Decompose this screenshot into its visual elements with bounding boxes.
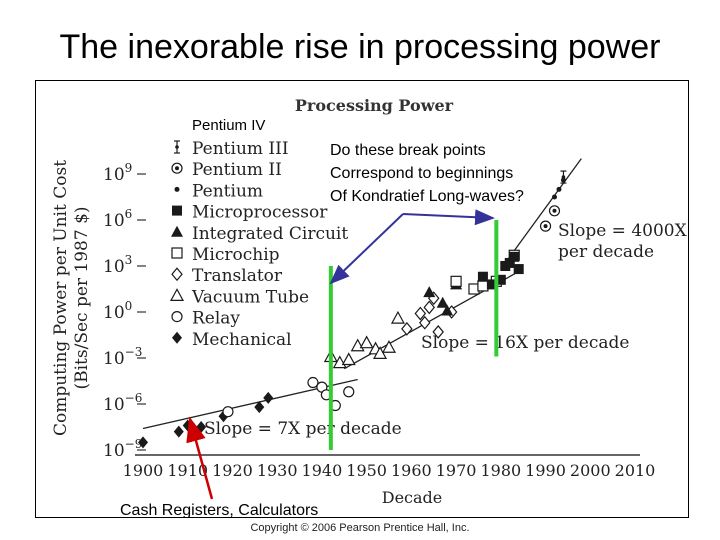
legend-label-5: Microchip xyxy=(192,245,280,265)
point-relay-0 xyxy=(222,406,234,418)
legend-marker-4 xyxy=(171,225,183,237)
point-pentium-ii-1 xyxy=(548,205,561,217)
point-translator-0 xyxy=(401,321,413,336)
legend-label-3: Microprocessor xyxy=(192,203,328,223)
y-tick-label-6: 10−9 xyxy=(103,437,142,461)
copyright-caption: Copyright © 2006 Pearson Prentice Hall, … xyxy=(250,522,470,534)
legend-marker-1 xyxy=(171,162,183,174)
y-axis-label-line-2: (Bits/Sec per 1987 $) xyxy=(72,206,92,389)
slide-title: The inexorable rise in processing power xyxy=(59,28,661,66)
point-translator-3 xyxy=(423,300,436,315)
point-vacuum-tube-4 xyxy=(359,335,374,349)
x-tick-label-1970: 1970 xyxy=(436,461,477,480)
point-relay-1 xyxy=(307,376,319,389)
point-relay-5 xyxy=(343,386,355,398)
point-integrated-circuit-1 xyxy=(436,296,449,308)
x-tick-label-1930: 1930 xyxy=(257,461,298,480)
legend-label-8: Relay xyxy=(192,309,240,329)
y-tick-label-2: 103 xyxy=(103,253,132,277)
y-axis-label-line-1: Computing Power per Unit Cost xyxy=(51,160,71,436)
point-vacuum-tube-2 xyxy=(341,352,356,366)
y-axis-label: Computing Power per Unit Cost (Bits/Sec … xyxy=(51,160,92,436)
legend-marker-9 xyxy=(172,331,182,344)
trend-label-4000x-line-1: Slope = 4000X xyxy=(558,221,688,241)
blue-arrow-right xyxy=(402,209,495,226)
point-integrated-circuit-2 xyxy=(441,304,454,316)
chart-title: Processing Power xyxy=(295,96,454,115)
point-microprocessor-0 xyxy=(477,271,488,282)
point-microchip-2 xyxy=(477,280,489,292)
break-point-question-line-3: Of Kondratief Long-waves? xyxy=(330,188,524,205)
point-integrated-circuit-0 xyxy=(423,286,436,298)
legend-label-0: Pentium III xyxy=(192,139,289,159)
x-axis-label: Decade xyxy=(382,488,443,507)
legend-marker-0 xyxy=(174,140,180,154)
x-axis-ticks: 1900 1910 1920 1930 1940 1950 1960 1970 1980 1990… xyxy=(123,461,656,480)
y-tick-label-5: 10−6 xyxy=(103,391,142,415)
point-microprocessor-6 xyxy=(513,264,524,275)
point-vacuum-tube-8 xyxy=(390,310,405,324)
chart-frame: Processing Power Computing Power per Uni… xyxy=(35,80,689,518)
legend-marker-3 xyxy=(172,205,182,216)
legend-label-9: Mechanical xyxy=(192,330,292,350)
legend-label-1: Pentium II xyxy=(192,160,282,180)
legend-marker-5 xyxy=(171,247,183,259)
red-arrow xyxy=(186,416,214,500)
break-point-question-line-1: Do these break points xyxy=(330,142,486,159)
break-point-question-line-2: Correspond to beginnings xyxy=(330,165,513,182)
pentium-iv-label: Pentium IV xyxy=(192,117,265,134)
point-mechanical-0 xyxy=(138,436,148,449)
point-translator-2 xyxy=(419,315,431,330)
trend-label-7x: Slope = 7X per decade xyxy=(204,419,402,439)
point-vacuum-tube-6 xyxy=(373,346,388,359)
x-tick-label-1900: 1900 xyxy=(123,461,164,480)
x-tick-label-1980: 1980 xyxy=(480,461,521,480)
point-microprocessor-1 xyxy=(486,279,497,290)
point-microprocessor-5 xyxy=(509,251,520,262)
point-translator-5 xyxy=(432,324,444,339)
break-point-markers xyxy=(328,220,499,450)
point-microchip-0 xyxy=(450,275,462,287)
blue-arrow-left xyxy=(329,213,404,285)
x-tick-label-1990: 1990 xyxy=(525,461,566,480)
legend-label-7: Vacuum Tube xyxy=(191,287,309,307)
point-mechanical-6 xyxy=(254,401,265,414)
point-translator-1 xyxy=(414,306,427,321)
point-pentium-1 xyxy=(556,186,562,192)
x-tick-label-1920: 1920 xyxy=(212,461,253,480)
point-vacuum-tube-7 xyxy=(381,340,397,353)
x-tick-label-1950: 1950 xyxy=(346,461,387,480)
legend-label-4: Integrated Circuit xyxy=(192,224,348,244)
legend-label-6: Translator xyxy=(192,266,283,286)
break-point-question: Do these break points Correspond to begi… xyxy=(330,142,524,205)
y-tick-label-0: 109 xyxy=(103,161,132,185)
x-tick-label-1960: 1960 xyxy=(391,461,432,480)
point-pentium-iii-0 xyxy=(560,170,567,184)
legend-marker-6 xyxy=(171,267,183,282)
trend-label-4000x-line-2: per decade xyxy=(558,242,654,262)
legend-marker-8 xyxy=(171,311,183,323)
legend-marker-7 xyxy=(169,288,185,301)
point-microprocessor-4 xyxy=(504,257,515,268)
y-axis-ticks: 109 106 103 100 10−3 10−6 10−9 xyxy=(103,161,146,461)
y-tick-label-4: 10−3 xyxy=(103,345,142,369)
x-tick-label-1910: 1910 xyxy=(167,461,208,480)
y-tick-label-3: 100 xyxy=(103,299,132,323)
trend-label-16x: Slope = 16X per decade xyxy=(421,333,629,353)
x-tick-label-2010: 2010 xyxy=(615,461,656,480)
point-mechanical-1 xyxy=(173,425,184,438)
point-pentium-ii-0 xyxy=(539,220,552,232)
y-tick-label-1: 106 xyxy=(103,207,132,231)
legend-label-2: Pentium xyxy=(192,181,263,201)
trend-label-4000x: Slope = 4000X per decade xyxy=(558,221,689,262)
cash-registers-label: Cash Registers, Calculators xyxy=(120,502,318,518)
legend-marker-2 xyxy=(174,186,180,192)
point-microprocessor-2 xyxy=(495,274,506,285)
x-tick-label-2000: 2000 xyxy=(570,461,611,480)
point-mechanical-7 xyxy=(263,391,274,404)
x-tick-label-1940: 1940 xyxy=(302,461,343,480)
point-pentium-0 xyxy=(551,194,557,200)
